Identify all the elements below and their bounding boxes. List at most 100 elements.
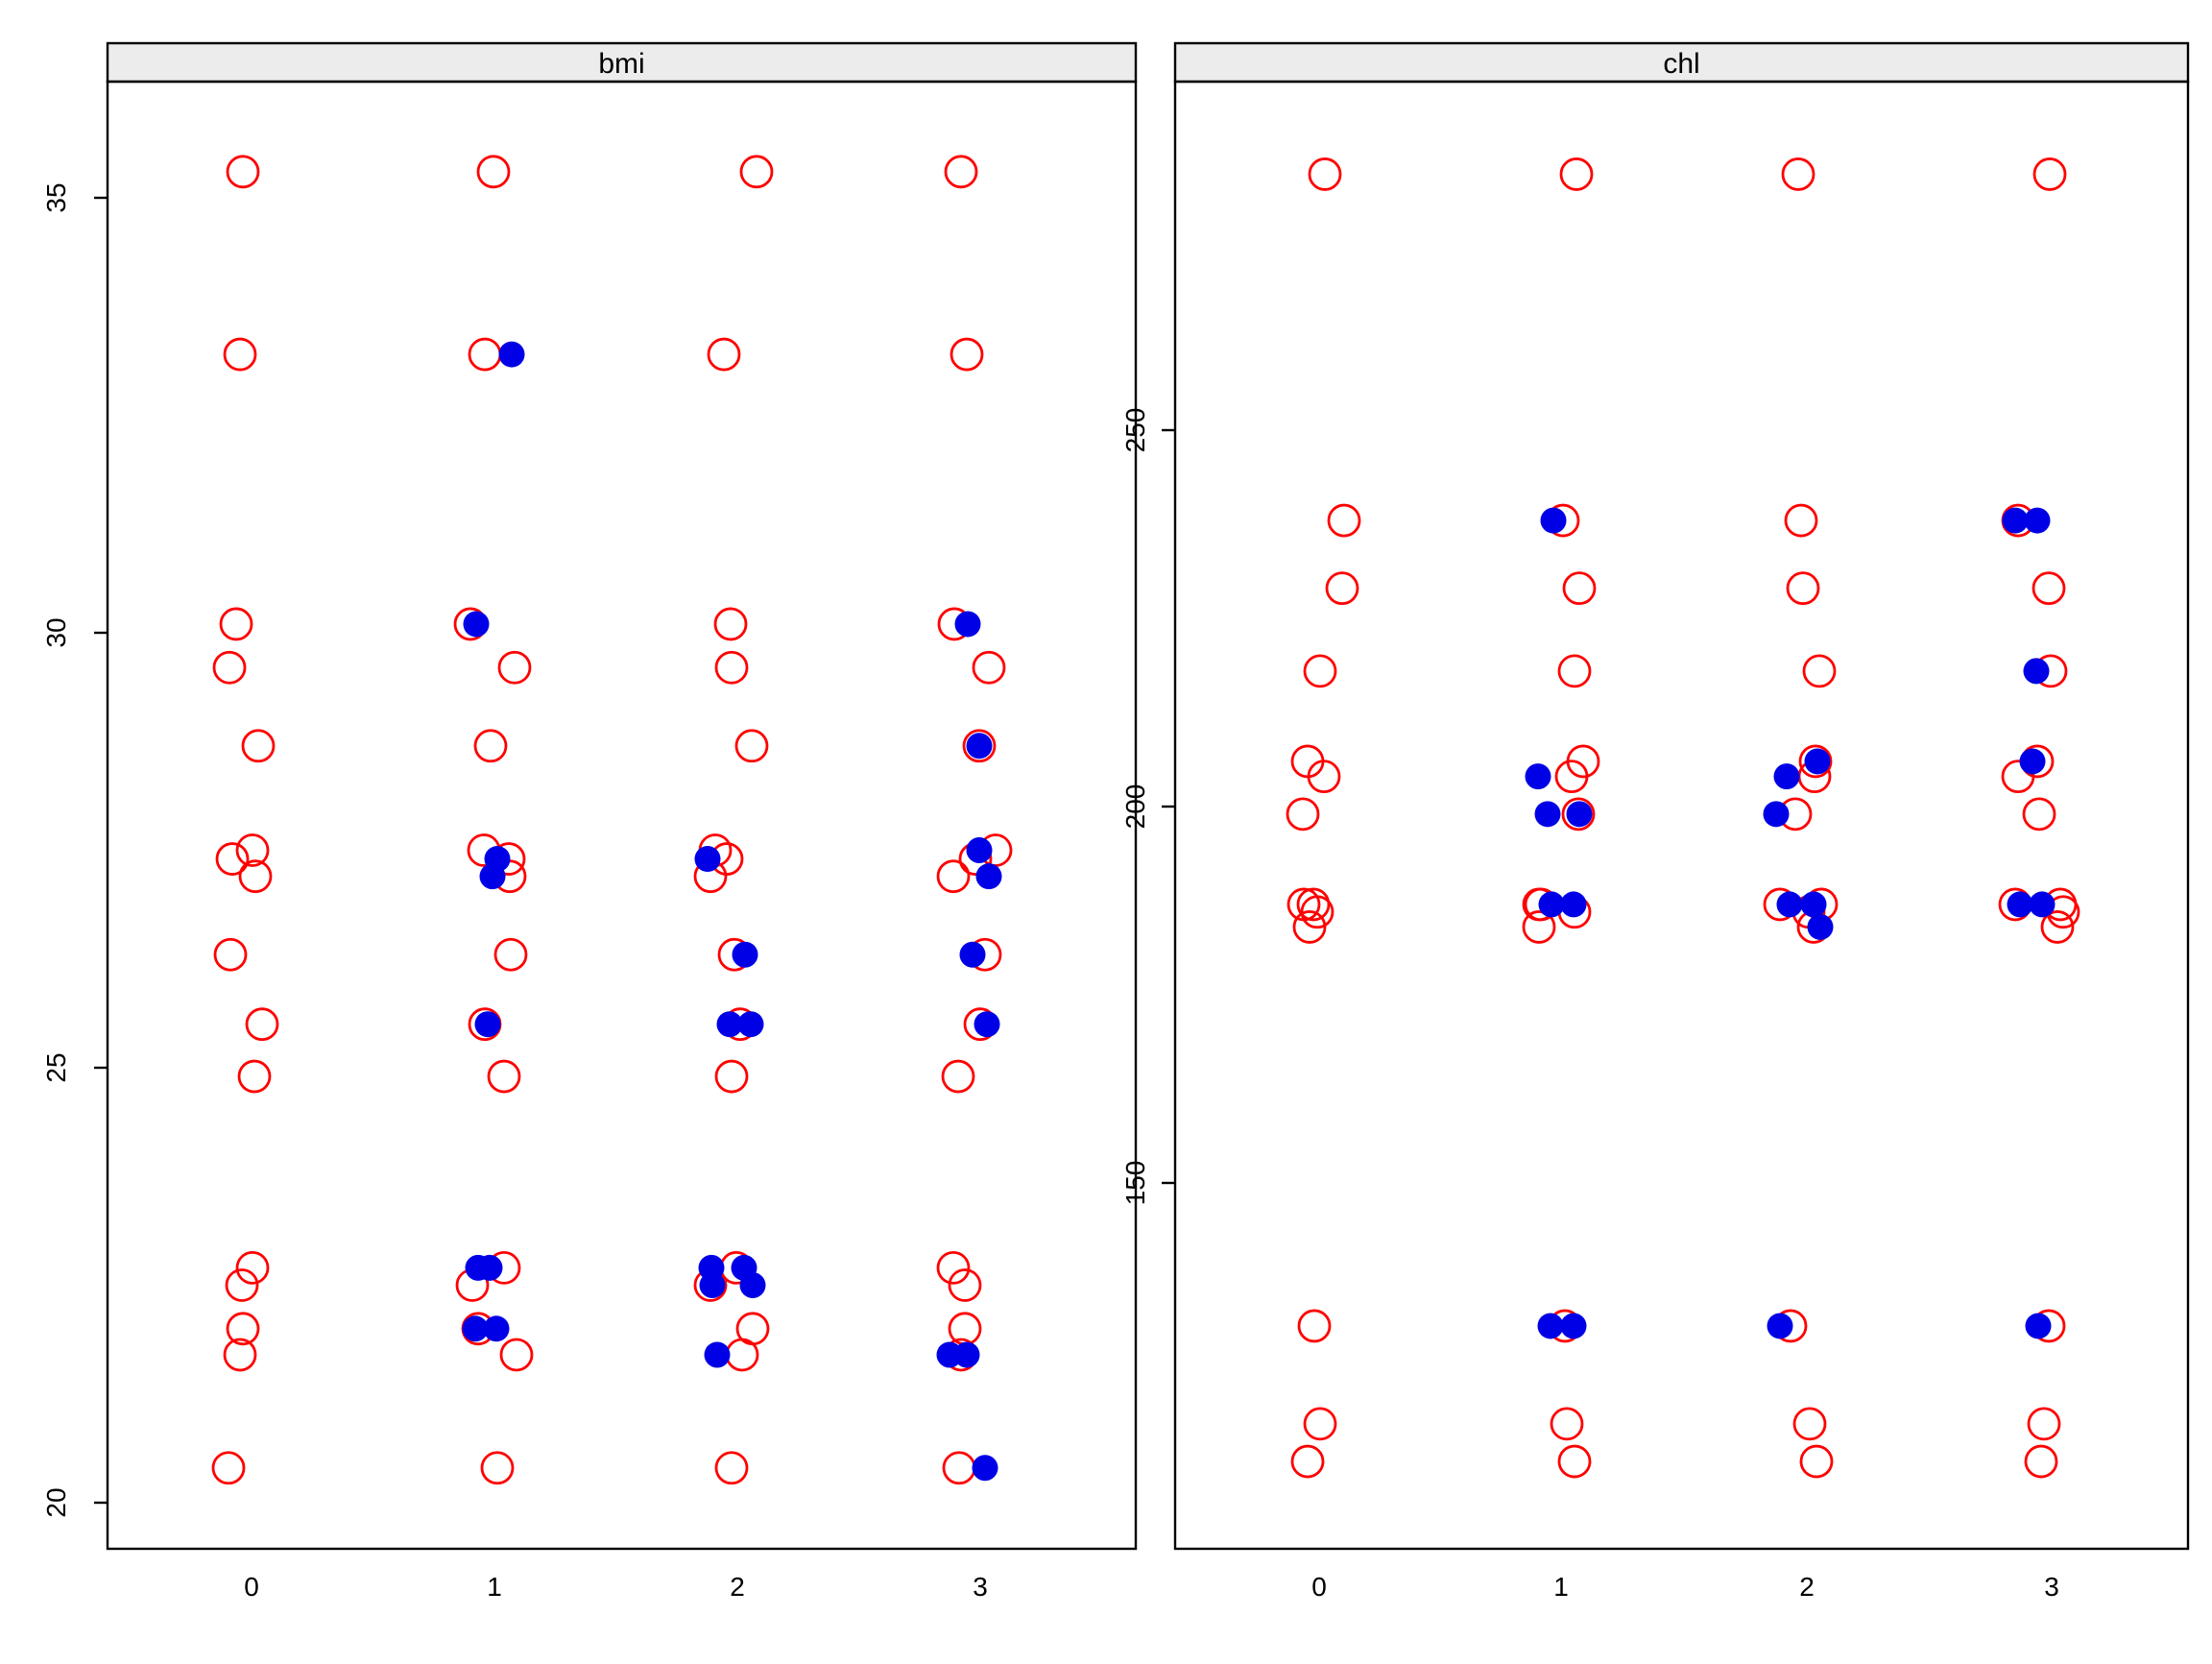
observed-point [226,155,260,189]
x-tick-label-chl-3: 3 [2044,1572,2059,1602]
observed-point [962,729,997,763]
x-tick-label-chl-1: 1 [1553,1572,1569,1602]
observed-point [734,729,769,763]
observed-point [2001,760,2035,794]
y-tick-label-bmi-30: 30 [41,617,71,647]
observed-point [1550,1407,1584,1441]
observed-point [972,650,1006,685]
imputed-point [2019,748,2046,775]
observed-point [476,155,511,189]
observed-point [219,607,253,641]
imputed-point [483,1315,510,1342]
y-tick-label-bmi-25: 25 [41,1052,71,1082]
panel-frame-chl [1173,80,2190,1551]
imputed-point [1560,1313,1587,1339]
observed-point [499,1338,534,1372]
observed-point [1325,571,1359,606]
observed-point [1799,1444,1834,1479]
imputed-point [1773,763,1800,790]
observed-point [1554,760,1589,794]
observed-point [225,1268,259,1302]
imputed-point [966,733,993,760]
imputed-point [2023,658,2050,685]
observed-point [1303,654,1337,688]
imputed-point [1540,507,1567,534]
imputed-point [737,1011,764,1038]
observed-point [1786,571,1820,606]
observed-point [480,1451,515,1485]
strip-title-chl: chl [1663,48,1699,80]
observed-point [950,337,984,372]
imputed-points-bmi [462,341,1002,1482]
observed-point [1781,157,1815,191]
observed-point [237,1059,272,1094]
imputed-point [463,611,490,638]
observed-point [1307,760,1341,794]
imputed-point [2002,507,2029,534]
y-tick-label-chl-150: 150 [1120,1161,1150,1206]
observed-point [1562,571,1597,606]
panel-bmi: bmi 35 30 25 20 0 1 2 3 [41,41,1138,1602]
observed-point [245,1007,279,1042]
imputed-point [1537,1313,1564,1339]
observed-point [215,842,250,876]
imputed-point [1804,748,1831,775]
imputed-point [474,1011,501,1038]
observed-point [714,650,749,685]
imputed-point [1807,913,1834,940]
observed-point [1561,797,1596,832]
x-tick-label-chl-0: 0 [1311,1572,1327,1602]
imputed-point [1776,891,1803,918]
observed-point [1300,895,1334,929]
imputed-point [699,1272,726,1298]
observed-point [713,607,748,641]
imputed-point [479,863,506,890]
imputed-point [2025,1313,2052,1339]
imputed-point [476,1254,503,1281]
x-tick-label-chl-2: 2 [1799,1572,1815,1602]
observed-point [1296,887,1331,922]
imputed-point [1800,891,1827,918]
observed-point [944,155,978,189]
strip-header-bmi [106,41,1138,84]
observed-point [1327,503,1361,538]
imputed-point [1767,1313,1793,1339]
observed-point [1784,503,1818,538]
observed-point [1292,910,1327,944]
x-tick-label-bmi-3: 3 [973,1572,988,1602]
observed-point [212,650,247,685]
observed-point [1290,1444,1325,1479]
x-tick-label-bmi-1: 1 [487,1572,502,1602]
imputed-point [1560,891,1587,918]
observed-point [235,1250,270,1285]
strip-title-bmi: bmi [598,48,644,80]
imputed-point [959,941,986,968]
observed-point [1559,157,1594,191]
imputed-point [1534,801,1561,828]
imputed-point [966,837,993,863]
observed-point [493,937,528,972]
y-tick-label-bmi-20: 20 [41,1487,71,1517]
panel-chl: chl 250 200 150 0 1 2 3 [1120,41,2190,1602]
imputed-point [716,1011,743,1038]
observed-point [1297,1309,1332,1343]
y-tick-label-chl-250: 250 [1120,408,1150,453]
imputed-point [975,863,1002,890]
observed-point [2040,910,2075,944]
panel-frame-bmi [106,80,1138,1551]
observed-point [223,337,257,372]
imputed-point [732,941,758,968]
observed-point [238,859,273,894]
imputed-point [954,611,981,638]
observed-point [739,155,774,189]
observed-point [936,1250,971,1285]
imputed-point [1763,801,1790,828]
observed-point [941,1059,975,1094]
strip-header-chl [1173,41,2190,84]
imputed-point [694,846,721,873]
y-tick-label-chl-200: 200 [1120,784,1150,830]
imputed-point [2029,891,2056,918]
imputed-point [704,1341,731,1368]
